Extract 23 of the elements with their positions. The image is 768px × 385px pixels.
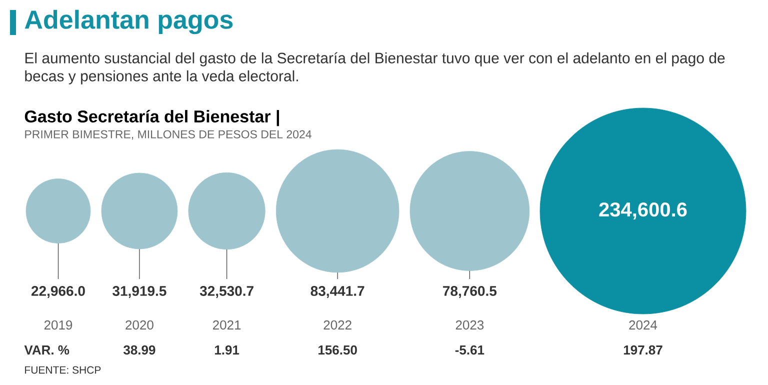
- text: VAR. %: [24, 345, 70, 355]
- data-label: 234,600.6: [599, 202, 687, 220]
- text: 197.87: [624, 345, 662, 355]
- text: 156.50: [318, 345, 357, 355]
- source-note: FUENTE: SHCP: [25, 366, 101, 374]
- text: El aumento sustancial del gasto de la Secretaría del Bienestar tuvo que ver con el adelanto en el pago de becas y pensiones ante la veda electoral.: [25, 52, 725, 84]
- data-label: 31,919.5: [112, 286, 166, 298]
- data-label: 78,760.5: [443, 286, 497, 298]
- category-label: 2023: [456, 320, 484, 330]
- category-label: 2019: [44, 320, 72, 330]
- category-label: 2020: [126, 320, 154, 330]
- data-label: 32,530.7: [200, 286, 254, 298]
- text: Adelantan pagos: [24, 10, 233, 34]
- text: PRIMER BIMESTRE, MILLONES DE PESOS DEL 2024: [25, 130, 312, 140]
- data-label: 22,966.0: [31, 286, 85, 298]
- category-label: 2021: [213, 320, 241, 330]
- text: 1.91: [214, 345, 240, 355]
- data-label: 83,441.7: [310, 286, 364, 298]
- text: -5.61: [455, 345, 484, 355]
- text: 38.99: [123, 345, 156, 355]
- text: Gasto Secretaría del Bienestar |: [24, 110, 279, 126]
- category-label: 2022: [324, 320, 352, 330]
- category-label: 2024: [629, 320, 658, 330]
